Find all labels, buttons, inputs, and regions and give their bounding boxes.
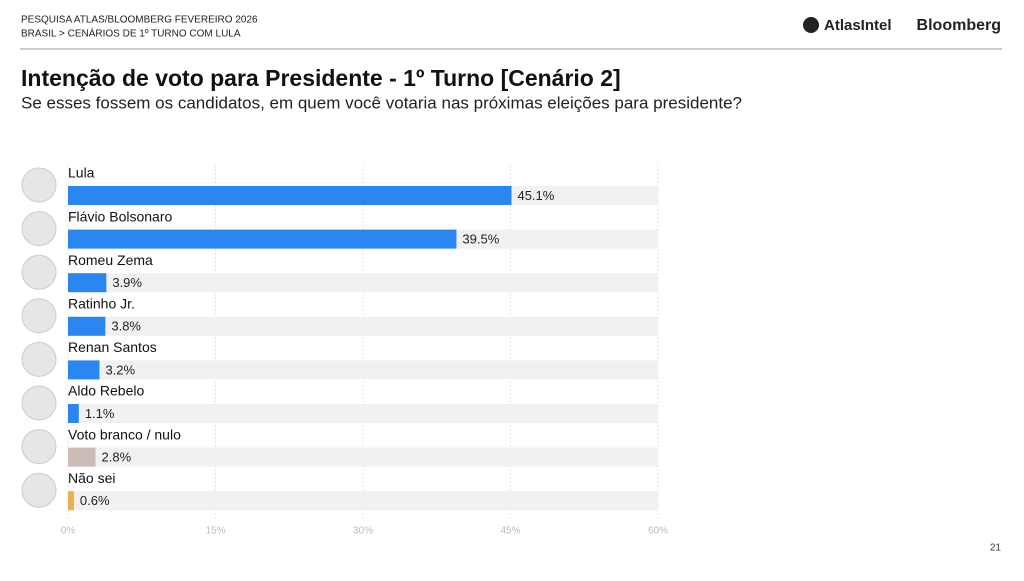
chart-subtitle: Se esses fossem os candidatos, em quem v…: [21, 93, 742, 112]
logo-bloomberg: Bloomberg: [917, 17, 1001, 34]
avatar: [21, 472, 57, 508]
value-label: 3.2%: [105, 362, 135, 377]
category-label: Ratinho Jr.: [68, 296, 135, 312]
x-tick-label: 45%: [500, 526, 520, 537]
bar: [68, 360, 100, 380]
chart-title: Intenção de voto para Presidente - 1º Tu…: [21, 65, 621, 91]
bar-track: [68, 447, 658, 467]
value-label: 2.8%: [102, 450, 132, 465]
value-label: 3.8%: [111, 319, 141, 334]
x-tick-label: 0%: [61, 526, 76, 537]
category-label: Lula: [68, 165, 95, 181]
bar: [68, 316, 106, 336]
x-tick-label: 15%: [205, 526, 225, 537]
breadcrumb: BRASIL > CENÁRIOS DE 1º TURNO COM LULA: [21, 27, 241, 40]
avatar: [21, 429, 57, 465]
bar-track: [68, 491, 658, 511]
x-tick-label: 60%: [648, 526, 668, 537]
category-label: Renan Santos: [68, 339, 157, 355]
survey-label: PESQUISA ATLAS/BLOOMBERG FEVEREIRO 2026: [21, 15, 258, 26]
avatar: [21, 254, 57, 290]
category-label: Flávio Bolsonaro: [68, 208, 172, 224]
value-label: 3.9%: [112, 275, 142, 290]
bar-track: [68, 404, 658, 423]
bar: [68, 229, 457, 249]
avatar: [21, 167, 57, 203]
atlas-icon: [803, 17, 819, 33]
avatar: [21, 341, 57, 377]
category-label: Aldo Rebelo: [68, 383, 144, 399]
bar-track: [68, 273, 658, 293]
category-label: Romeu Zema: [68, 252, 153, 268]
value-label: 39.5%: [462, 232, 499, 247]
value-label: 0.6%: [80, 493, 110, 508]
avatar: [21, 211, 57, 247]
bar: [68, 273, 107, 293]
bar-track: [68, 360, 658, 380]
logo-atlas: AtlasIntel: [824, 17, 892, 34]
value-label: 1.1%: [85, 406, 115, 421]
page-number: 21: [990, 543, 1002, 554]
avatar: [21, 385, 57, 421]
x-tick-label: 30%: [353, 526, 373, 537]
bar: [68, 447, 96, 467]
bar: [68, 491, 74, 511]
category-label: Voto branco / nulo: [68, 426, 181, 442]
value-label: 45.1%: [517, 188, 554, 203]
bar: [68, 186, 512, 205]
avatar: [21, 298, 57, 334]
bar: [68, 404, 79, 423]
bar-track: [68, 316, 658, 336]
category-label: Não sei: [68, 470, 115, 486]
